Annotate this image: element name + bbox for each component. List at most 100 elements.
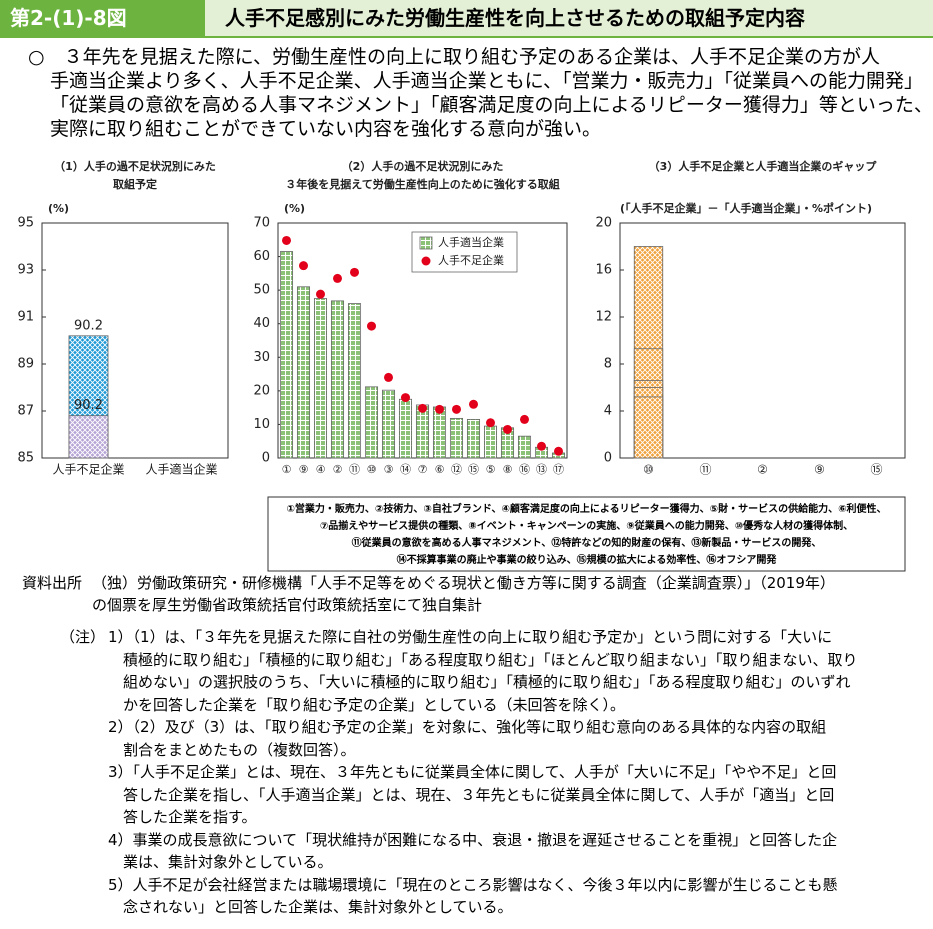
x-tick-label: ⑨ [299, 463, 309, 476]
legend-label: 人手不足企業 [438, 253, 504, 267]
chart-title: （1）人手の過不足状況別にみた [54, 159, 216, 173]
bar [415, 404, 430, 459]
x-tick-label: ⑮ [468, 463, 479, 476]
y-tick-label: 16 [595, 263, 612, 278]
legend-swatch [421, 256, 431, 266]
note-line: 業は、集計対象外としている。 [123, 853, 333, 871]
y-tick-label: 91 [17, 310, 34, 325]
dot [367, 321, 376, 331]
y-tick-label: 89 [17, 357, 34, 372]
x-tick-label: ⑨ [814, 463, 825, 477]
legend-label: 人手適当企業 [438, 235, 504, 249]
dot [418, 403, 427, 413]
x-tick-label: ⑩ [367, 463, 377, 476]
chart-title: 取組予定 [113, 177, 157, 191]
dot [520, 414, 529, 424]
chart-title: （2）人手の過不足状況別にみた [342, 159, 504, 173]
dot [282, 235, 291, 245]
bar [381, 389, 396, 459]
dot [299, 261, 308, 271]
y-tick-label: 4 [604, 404, 612, 419]
x-tick-label: ⑩ [643, 463, 654, 477]
x-tick-label: ⑪ [699, 463, 711, 477]
y-tick-label: 0 [262, 451, 270, 466]
summary-line: 「従業員の意欲を高める人事マネジメント」「顧客満足度の向上によるリピーター獲得力… [50, 94, 933, 116]
note-line: 4）事業の成長意欲について「現状維持が困難になる中、衰退・撤退を遅延させることを… [108, 830, 838, 849]
dot [452, 404, 461, 414]
dot [537, 441, 546, 451]
bar [330, 300, 345, 459]
x-tick-label: ⑧ [503, 463, 513, 476]
note-line: 2）（2）及び（3）は、「取り組む予定の企業」を対象に、強化等に取り組む意向のあ… [108, 718, 827, 736]
figure-number: 第2-(1)-8図 [0, 0, 205, 36]
source-line: （独）労働政策研究・研修機構「人手不足等をめぐる現状と働き方等に関する調査（企業… [92, 574, 835, 592]
x-tick-label: 人手不足企業 [52, 462, 124, 477]
note-line: 答した企業を指す。 [123, 808, 257, 826]
data-label: 90.2 [74, 398, 103, 413]
x-tick-label: ② [333, 463, 343, 476]
bar [449, 417, 464, 459]
y-tick-label: 30 [253, 350, 270, 365]
bar [483, 425, 498, 459]
x-tick-label: ⑰ [553, 463, 564, 476]
x-tick-label: ⑭ [400, 463, 411, 476]
bar [364, 386, 379, 459]
note-line: 割合をまとめたもの（複数回答）。 [123, 740, 356, 759]
figure-title: 人手不足感別にみた労働生産性を向上させるための取組予定内容 [205, 0, 933, 36]
source-label: 資料出所 [22, 574, 83, 592]
source-line: の個票を厚生労働省政策統括官付政策統括室にて独自集計 [92, 596, 483, 614]
dot [350, 267, 359, 277]
dot [435, 404, 444, 414]
bar [347, 303, 362, 459]
note-line: 5）人手不足が会社経営または職場環境に「現在のところ影響はなく、今後３年以内に影… [108, 875, 838, 894]
x-tick-label: ④ [316, 463, 326, 476]
y-axis-label: (%) [48, 202, 69, 215]
x-tick-label: ⑯ [519, 463, 530, 476]
y-tick-label: 93 [17, 263, 34, 278]
legend-note-line: ⑪従業員の意欲を高める人事マネジメント、⑫特許などの知的財産の保有、⑬新製品・サ… [351, 538, 822, 549]
y-tick-label: 50 [253, 283, 270, 298]
legend-note-box [267, 496, 906, 572]
x-tick-label: 人手適当企業 [145, 462, 217, 477]
summary-line: 実際に取り組むことができていない内容を強化する意向が強い。 [50, 118, 602, 140]
y-tick-label: 70 [253, 216, 270, 231]
y-tick-label: 0 [604, 451, 612, 466]
y-axis-label: (「人手不足企業」－「人手適当企業」・%ポイント) [620, 201, 872, 215]
dot [316, 289, 325, 299]
note-line: 1）（1）は、「３年先を見据えた際に自社の労働生産性の向上に取り組む予定か」とい… [108, 628, 833, 646]
y-tick-label: 95 [17, 216, 34, 231]
x-tick-label: ⑤ [486, 463, 496, 476]
y-tick-label: 10 [253, 417, 270, 432]
dot [384, 372, 393, 382]
legend-note-line: ⑦品揃えやサービス提供の種類、⑧イベント・キャンペーンの実施、⑨従業員への能力開… [319, 521, 854, 532]
legend-note-line: ①営業力・販売力、②技術力、③自社ブランド、④顧客満足度の向上によるリピーター獲… [286, 504, 887, 515]
x-tick-label: ① [282, 463, 292, 476]
data-label: 90.2 [74, 318, 103, 333]
summary-line: 手適当企業より多く、人手不足企業、人手適当企業ともに、「営業力・販売力」「従業員… [50, 70, 924, 92]
y-tick-label: 20 [253, 383, 270, 398]
x-tick-label: ⑥ [435, 463, 445, 476]
x-tick-label: ⑬ [536, 463, 547, 476]
y-tick-label: 87 [17, 404, 34, 419]
bar [432, 406, 447, 459]
note-line: 念されない」と回答した企業は、集計対象外としている。 [123, 898, 513, 916]
dot [554, 446, 563, 456]
x-tick-label: ⑫ [451, 463, 462, 476]
x-tick-label: ⑦ [418, 463, 428, 476]
dot [503, 424, 512, 434]
notes-label: （注） [60, 628, 106, 646]
y-tick-label: 8 [604, 357, 612, 372]
y-tick-label: 85 [17, 451, 34, 466]
note-line: 組めない」の選択肢のうち、「大いに積極的に取り組む」「積極的に取り組む」「ある程… [123, 673, 851, 691]
bar [466, 418, 481, 459]
bar [296, 286, 311, 459]
legend-swatch [419, 236, 433, 250]
x-tick-label: ⑪ [349, 463, 360, 476]
y-tick-label: 60 [253, 249, 270, 264]
bar [633, 396, 664, 459]
chart-title: ３年後を見据えて労働生産性向上のために強化する取組 [285, 177, 559, 191]
note-line: 答した企業を指し、「人手適当企業」とは、現在、３年先ともに従業員全体に関して、人… [123, 785, 835, 804]
x-tick-label: ② [757, 463, 768, 477]
dot [486, 418, 495, 428]
